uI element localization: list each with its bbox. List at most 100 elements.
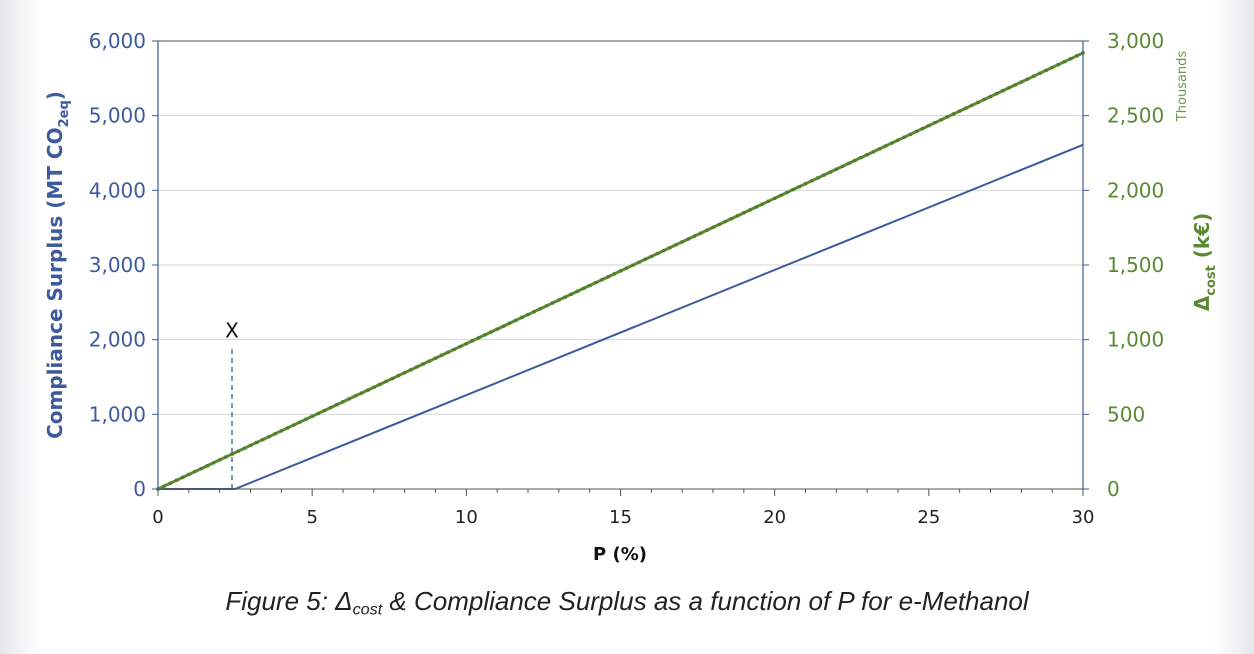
right-tick-label: 500	[1107, 402, 1145, 426]
series-marker	[958, 109, 962, 113]
series-marker	[908, 132, 912, 136]
series-marker	[686, 237, 690, 241]
figure-caption: Figure 5: Δcost & Compliance Surplus as …	[0, 586, 1254, 620]
annotation-label: X	[225, 319, 239, 343]
series-marker	[594, 281, 598, 285]
series-marker	[1013, 83, 1017, 87]
series-marker	[162, 484, 166, 488]
series-marker	[298, 420, 302, 424]
series-marker	[242, 446, 246, 450]
series-marker	[341, 400, 345, 404]
right-tick-label: 3,000	[1107, 29, 1164, 53]
series-marker	[791, 187, 795, 192]
series-marker	[1001, 89, 1005, 93]
series-marker	[588, 283, 592, 288]
series-marker	[717, 222, 721, 227]
series-marker	[483, 333, 487, 337]
x-tick-label: 30	[1072, 507, 1095, 528]
series-marker	[495, 327, 499, 331]
series-marker	[292, 423, 296, 427]
series-marker	[618, 269, 623, 273]
series-marker	[538, 307, 542, 311]
series-marker	[692, 234, 697, 238]
series-marker	[1044, 68, 1048, 72]
series-marker	[951, 112, 956, 116]
series-marker	[236, 449, 240, 453]
right-tick-label: 1,500	[1107, 253, 1164, 277]
x-tick-label: 0	[152, 507, 163, 528]
series-marker	[859, 155, 863, 160]
series-marker	[477, 336, 481, 340]
series-marker	[532, 310, 536, 314]
series-marker	[785, 190, 789, 195]
series-marker	[464, 342, 468, 346]
series-marker	[470, 339, 475, 343]
series-marker	[779, 193, 783, 197]
series-marker	[211, 461, 216, 465]
series-marker	[285, 426, 290, 430]
series-marker	[711, 225, 715, 229]
series-marker	[766, 199, 771, 203]
right-tick-label: 1,000	[1107, 328, 1164, 352]
series-marker	[914, 129, 919, 134]
series-marker	[1032, 74, 1036, 78]
right-axis-title: Δcost (k€)	[1190, 213, 1219, 312]
series-marker	[884, 144, 888, 148]
series-marker	[514, 318, 518, 322]
series-marker	[760, 202, 764, 206]
series-marker	[637, 260, 641, 264]
series-marker	[446, 350, 450, 354]
series-marker	[384, 379, 388, 384]
series-marker	[557, 298, 561, 302]
series-marker	[390, 376, 394, 381]
x-tick-label: 25	[917, 507, 940, 528]
left-tick-label: 6,000	[89, 29, 146, 53]
series-marker	[1069, 57, 1073, 61]
x-tick-label: 10	[455, 507, 478, 528]
series-marker	[433, 356, 438, 360]
series-marker	[600, 278, 604, 282]
series-marker	[396, 374, 401, 378]
series-marker	[507, 321, 512, 325]
series-marker	[803, 182, 808, 186]
series-marker	[1050, 65, 1054, 70]
series-marker	[699, 231, 703, 235]
x-axis-title: P (%)	[593, 544, 647, 565]
series-marker	[316, 411, 320, 416]
series-marker	[427, 359, 431, 363]
series-marker	[810, 179, 814, 183]
series-marker	[945, 115, 949, 119]
series-marker	[754, 205, 758, 209]
left-tick-label: 5,000	[89, 104, 146, 128]
series-marker	[174, 478, 179, 482]
series-marker	[933, 121, 937, 125]
series-marker	[415, 365, 419, 369]
series-marker	[662, 249, 666, 253]
caption-prefix: Figure 5: Δ	[225, 586, 353, 616]
series-marker	[255, 440, 259, 445]
series-marker	[1062, 60, 1067, 64]
series-marker	[273, 432, 277, 436]
series-marker	[409, 368, 413, 372]
caption-subscript: cost	[352, 600, 383, 619]
series-marker	[563, 295, 567, 299]
series-marker	[976, 100, 980, 104]
series-marker	[421, 362, 425, 366]
series-marker	[1025, 77, 1030, 81]
series-marker	[1038, 71, 1042, 75]
series-marker	[501, 324, 505, 328]
right-tick-label: 2,000	[1107, 178, 1164, 202]
series-marker	[218, 458, 222, 462]
x-tick-label: 5	[306, 507, 317, 528]
series-marker	[520, 315, 524, 320]
left-axis-title: Compliance Surplus (MT CO2eq)	[43, 91, 72, 439]
series-marker	[612, 272, 616, 276]
series-marker	[606, 275, 610, 279]
series-marker	[193, 469, 197, 474]
series-marker	[279, 429, 283, 433]
series-marker	[187, 472, 191, 477]
series-marker	[625, 266, 629, 270]
series-marker	[797, 185, 801, 189]
series-marker	[1019, 80, 1023, 84]
